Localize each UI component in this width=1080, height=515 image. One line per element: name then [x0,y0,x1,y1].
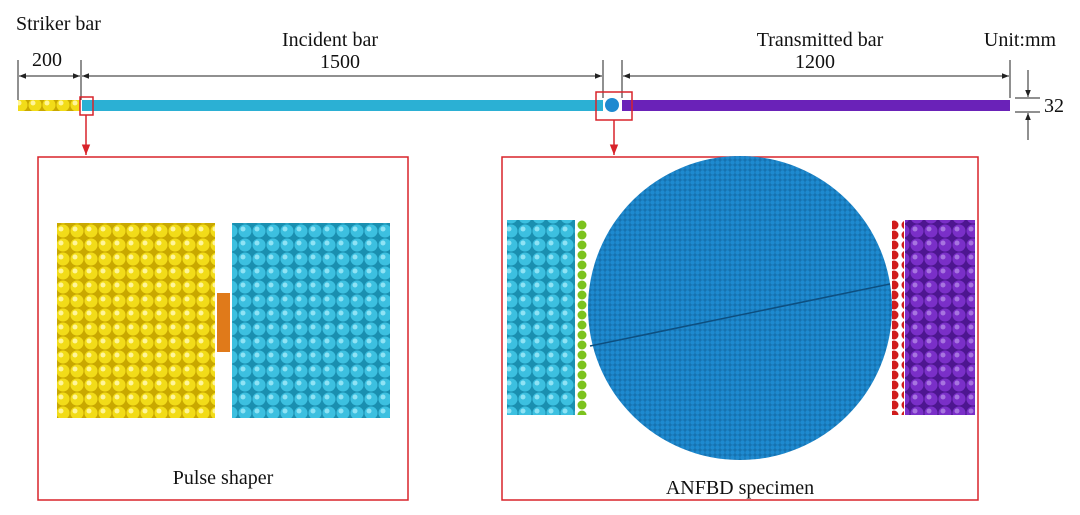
diameter-label: 32 [1044,95,1064,117]
specimen-small [605,98,619,112]
specimen-disc [588,156,892,460]
contact-layer [892,220,904,415]
striker-detail [57,223,215,418]
panel-caption: Pulse shaper [173,467,274,489]
panel-caption: ANFBD specimen [666,477,814,499]
incident-label: Incident bar [282,29,378,51]
incident-length: 1500 [320,51,360,73]
incident-end-detail [507,220,575,415]
striker-length: 200 [32,49,62,71]
incident-detail [232,223,390,418]
pulse-shaper [217,293,230,352]
transmitted-bar [622,100,1010,111]
transmitted-length: 1200 [795,51,835,73]
contact-layer [576,220,588,415]
transmitted-label: Transmitted bar [757,29,884,51]
striker-bar [18,100,80,111]
incident-bar [82,100,603,111]
notch [589,283,891,347]
transmitted-detail [905,220,975,415]
unit-label: Unit:mm [984,29,1057,51]
dimension-lines [17,60,1040,140]
striker-label: Striker bar [16,13,101,35]
